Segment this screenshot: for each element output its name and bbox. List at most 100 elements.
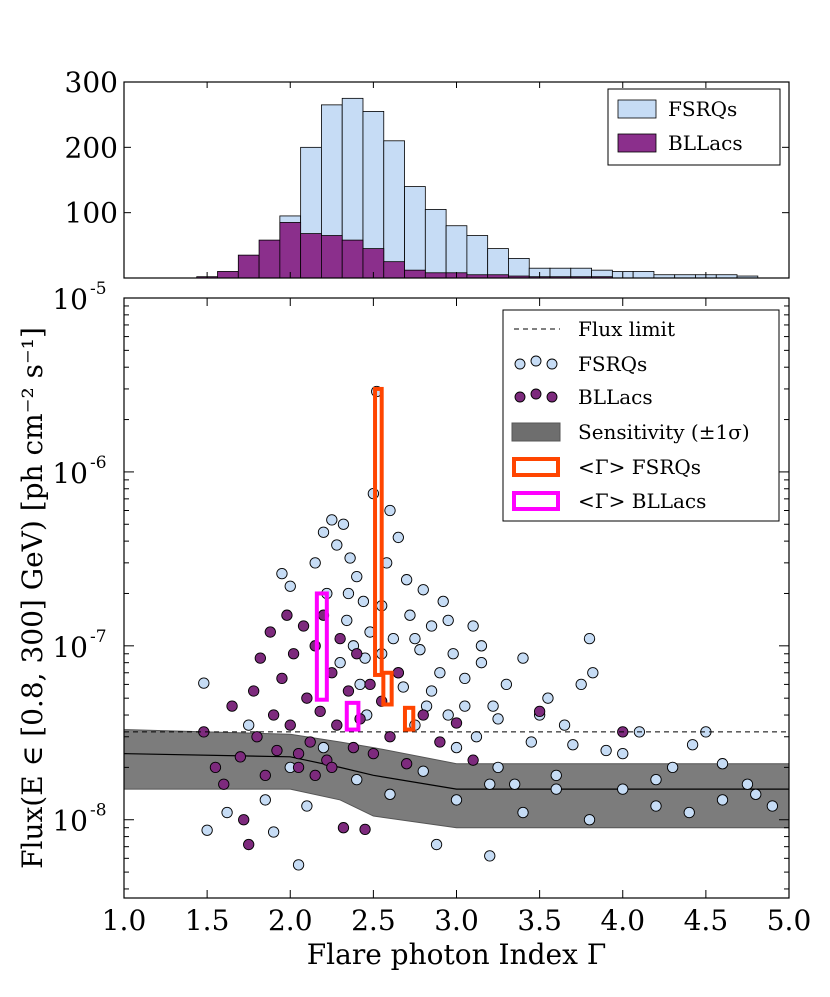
point-fsrqs bbox=[301, 800, 313, 812]
point-bllacs bbox=[234, 751, 247, 763]
legend-label: FSRQs bbox=[578, 352, 647, 376]
point-bllacs bbox=[359, 823, 371, 836]
point-bllacs bbox=[218, 778, 230, 790]
point-bllacs bbox=[301, 692, 313, 704]
point-fsrqs bbox=[686, 739, 699, 751]
point-bllacs bbox=[364, 678, 376, 691]
point-fsrqs bbox=[437, 595, 449, 608]
point-fsrqs bbox=[354, 678, 366, 691]
plot-area bbox=[124, 385, 789, 871]
mean-index-box-fsrqs bbox=[373, 386, 384, 677]
point-fsrqs bbox=[384, 504, 396, 517]
mean-index-box-bllacs bbox=[314, 591, 329, 702]
point-fsrqs bbox=[583, 814, 596, 826]
ytick-label: 10 -5 bbox=[52, 279, 106, 316]
ytick-label: 10 -7 bbox=[52, 627, 106, 664]
point-fsrqs bbox=[487, 700, 499, 712]
point-fsrqs bbox=[567, 739, 579, 751]
legend-swatch-bllacs bbox=[530, 388, 542, 400]
mean-index-box-fsrqs bbox=[381, 670, 394, 707]
point-fsrqs bbox=[650, 774, 662, 786]
hist-bar-fsrqs bbox=[508, 257, 530, 279]
legend-swatch-bllacs bbox=[617, 133, 657, 153]
legend-swatch-mean-fsrqs bbox=[512, 457, 560, 477]
point-bllacs bbox=[417, 709, 429, 721]
point-bllacs bbox=[384, 731, 396, 743]
point-bllacs bbox=[304, 736, 316, 748]
point-fsrqs bbox=[470, 731, 483, 743]
point-bllacs bbox=[450, 717, 463, 729]
point-bllacs bbox=[467, 754, 479, 766]
ytick-base: 10 bbox=[52, 805, 88, 838]
point-bllacs bbox=[209, 761, 222, 774]
ytick-exponent: -8 bbox=[90, 801, 107, 821]
legend-swatch-fsrqs bbox=[530, 355, 542, 367]
hist-bar-fsrqs bbox=[487, 248, 509, 279]
point-fsrqs bbox=[430, 838, 443, 851]
point-fsrqs bbox=[404, 609, 416, 621]
point-bllacs bbox=[292, 747, 305, 760]
point-fsrqs bbox=[400, 574, 413, 586]
point-bllacs bbox=[392, 667, 404, 679]
point-fsrqs bbox=[414, 644, 426, 656]
hist-bar-bllacs bbox=[404, 269, 426, 279]
point-fsrqs bbox=[442, 709, 454, 721]
point-fsrqs bbox=[392, 531, 404, 544]
ytick-label: 10 -6 bbox=[52, 453, 106, 490]
point-fsrqs bbox=[683, 806, 695, 819]
hist-legend: FSRQs BLLacs bbox=[607, 88, 781, 166]
hist-bar-fsrqs bbox=[632, 271, 655, 279]
hist-bar-bllacs bbox=[217, 271, 239, 279]
point-bllacs bbox=[271, 744, 283, 757]
point-fsrqs bbox=[600, 744, 612, 757]
xtick-label: 5.0 bbox=[767, 904, 812, 937]
ytick-exponent: -6 bbox=[90, 453, 107, 473]
point-bllacs bbox=[400, 758, 413, 770]
point-fsrqs bbox=[650, 800, 662, 812]
point-fsrqs bbox=[259, 794, 271, 806]
point-bllacs bbox=[326, 761, 338, 774]
legend-swatch-fsrqs bbox=[514, 358, 526, 370]
point-fsrqs bbox=[450, 794, 463, 806]
point-fsrqs bbox=[198, 677, 210, 689]
xtick-label: 4.5 bbox=[684, 904, 729, 937]
hist-bar-bllacs bbox=[341, 239, 364, 279]
point-fsrqs bbox=[450, 741, 463, 754]
ytick-label: 10 -8 bbox=[52, 801, 106, 838]
legend-label: Flux limit bbox=[578, 317, 675, 341]
point-fsrqs bbox=[201, 824, 213, 836]
ytick-exponent: -7 bbox=[90, 627, 107, 647]
xtick-label: 2.0 bbox=[268, 904, 313, 937]
sensitivity-band bbox=[124, 729, 789, 829]
point-fsrqs bbox=[475, 657, 488, 669]
point-fsrqs bbox=[442, 614, 454, 627]
legend-label: BLLacs bbox=[578, 385, 653, 409]
point-bllacs bbox=[351, 648, 363, 660]
legend-label: Sensitivity (±1σ) bbox=[578, 420, 750, 444]
point-fsrqs bbox=[492, 713, 504, 725]
point-fsrqs bbox=[716, 758, 729, 770]
hist-bar-bllacs bbox=[383, 261, 405, 279]
point-fsrqs bbox=[575, 678, 587, 691]
scatter-legend: Flux limit FSRQs BLLacs Sensitivity (±1σ) <Γ… bbox=[502, 309, 780, 522]
point-bllacs bbox=[281, 609, 293, 621]
hist-bar-bllacs bbox=[258, 239, 281, 279]
point-fsrqs bbox=[243, 719, 255, 731]
point-bllacs bbox=[292, 761, 305, 774]
point-bllacs bbox=[309, 769, 321, 781]
ytick-exponent: -5 bbox=[90, 279, 107, 299]
xtick-label: 1.0 bbox=[102, 904, 147, 937]
point-bllacs bbox=[226, 700, 238, 712]
point-fsrqs bbox=[500, 678, 513, 691]
point-fsrqs bbox=[387, 632, 399, 645]
hist-bar-fsrqs bbox=[404, 186, 426, 279]
point-bllacs bbox=[243, 838, 255, 851]
histogram-panel: 100 200 300 FSRQs BLLacs bbox=[65, 66, 790, 279]
point-fsrqs bbox=[417, 765, 429, 777]
ytick-base: 10 bbox=[52, 283, 88, 316]
point-bllacs bbox=[331, 719, 343, 731]
point-fsrqs bbox=[447, 648, 459, 660]
point-fsrqs bbox=[550, 783, 562, 795]
legend-frame bbox=[502, 309, 780, 522]
